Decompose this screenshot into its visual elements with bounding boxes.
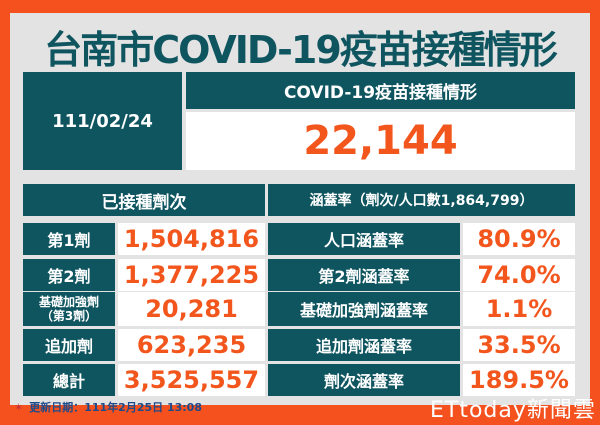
- update-time: 更新日期：111年2月25日 13:08: [29, 401, 202, 414]
- dose-label-cell: 追加劑: [23, 329, 115, 361]
- rate-value: 189.5%: [463, 364, 575, 396]
- watermark-logo: ETtoday新聞雲: [430, 398, 596, 423]
- date-cell: 111/02/24: [23, 72, 182, 170]
- dose-label-cell: 基礎加強劑 （第3劑）: [23, 292, 115, 326]
- rate-value: 80.9%: [463, 223, 575, 255]
- row-label: 總計: [52, 372, 85, 391]
- rate-label: 第2劑涵蓋率: [268, 259, 460, 291]
- row-label: 第1劑: [47, 231, 91, 250]
- rate-label: 追加劑涵蓋率: [268, 329, 460, 361]
- rate-value: 33.5%: [463, 329, 575, 361]
- rate-label: 人口涵蓋率: [268, 223, 460, 255]
- dose-value: 623,235: [118, 329, 265, 361]
- row-label: 基礎加強劑: [38, 295, 99, 309]
- daily-value: 22,144: [186, 112, 575, 170]
- city-logo-icon: ✶: [14, 400, 24, 414]
- row-label: 追加劑: [44, 337, 93, 356]
- dose-value: 1,377,225: [118, 259, 265, 291]
- dose-label-cell: 總計: [23, 364, 115, 396]
- daily-header: COVID-19疫苗接種情形: [186, 72, 575, 109]
- rate-value: 74.0%: [463, 259, 575, 291]
- rate-label: 基礎加強劑涵蓋率: [268, 292, 460, 326]
- row-label: 第2劑: [47, 267, 91, 286]
- row-label-sub: （第3劑）: [40, 309, 98, 323]
- page-title: 台南市COVID-19疫苗接種情形: [44, 27, 558, 72]
- dose-label-cell: 第1劑: [23, 223, 115, 255]
- dose-value: 20,281: [118, 292, 265, 326]
- right-header: 涵蓋率（劑次/人口數1,864,799）: [268, 184, 575, 216]
- dose-label-cell: 第2劑: [23, 259, 115, 291]
- dose-value: 1,504,816: [118, 223, 265, 255]
- rate-value: 1.1%: [463, 292, 575, 326]
- left-header: 已接種劑次: [23, 184, 265, 216]
- rate-label: 劑次涵蓋率: [268, 364, 460, 396]
- dose-value: 3,525,557: [118, 364, 265, 396]
- footer: ✶ 更新日期：111年2月25日 13:08: [14, 399, 202, 415]
